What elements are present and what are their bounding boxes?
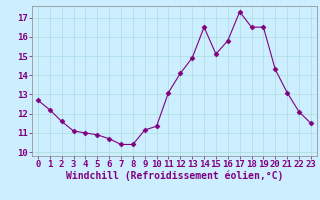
X-axis label: Windchill (Refroidissement éolien,°C): Windchill (Refroidissement éolien,°C) — [66, 171, 283, 181]
